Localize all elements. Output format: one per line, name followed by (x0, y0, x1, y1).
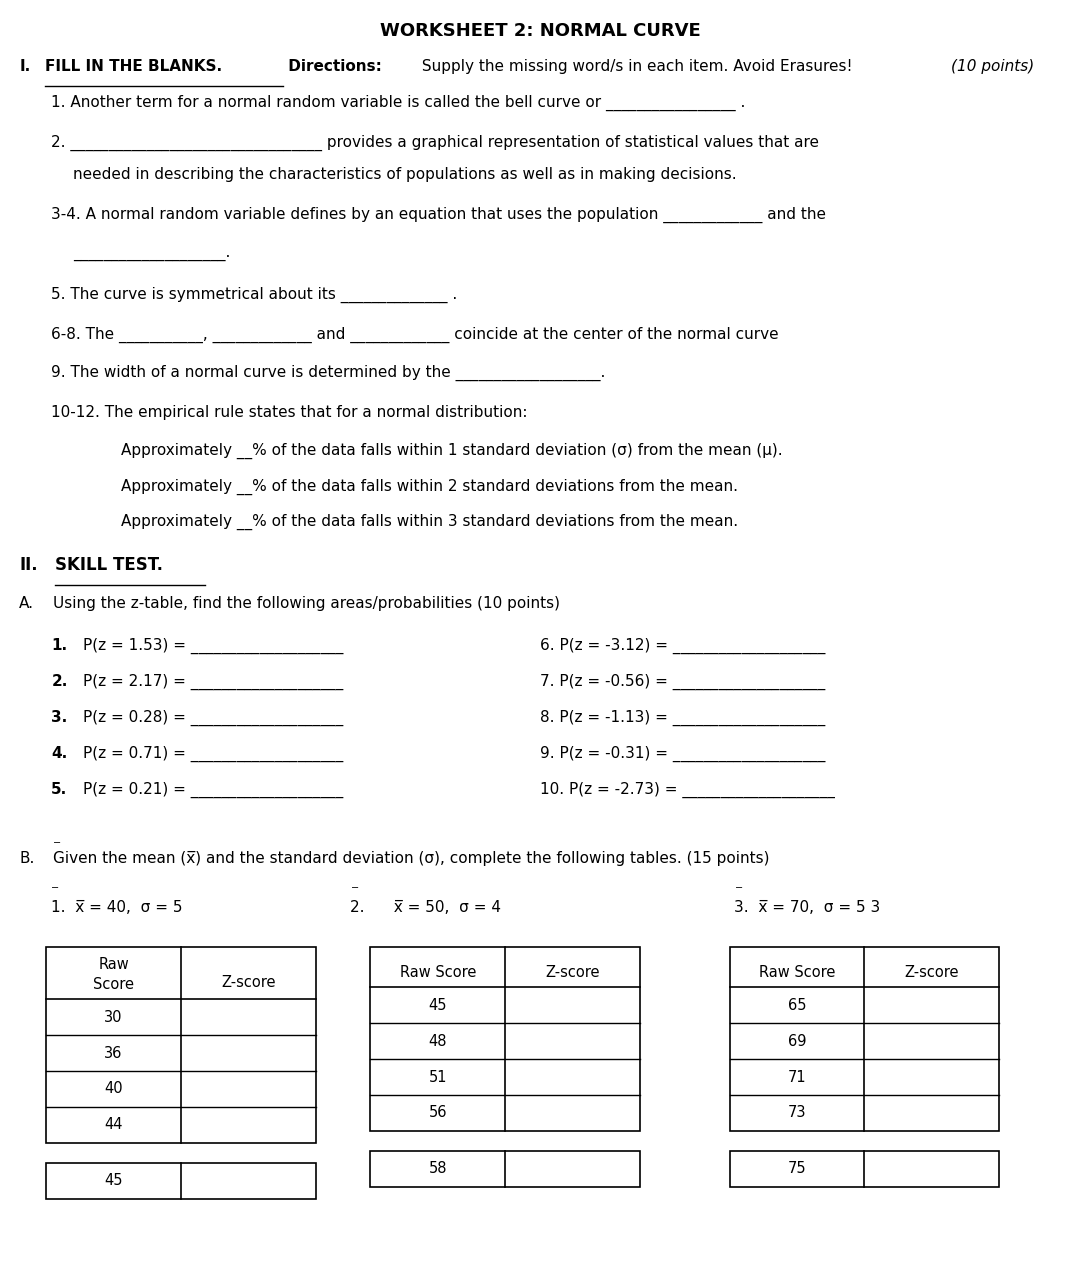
Text: 1. Another term for a normal random variable is called the bell curve or _______: 1. Another term for a normal random vari… (51, 95, 745, 111)
Bar (370, 947, 639, 1131)
Text: I.: I. (19, 60, 30, 75)
Text: −: − (734, 884, 743, 894)
Text: Directions:: Directions: (283, 60, 381, 75)
Text: Raw: Raw (98, 957, 129, 972)
Text: 69: 69 (787, 1033, 806, 1048)
Text: 10. P(z = -2.73) = ____________________: 10. P(z = -2.73) = ____________________ (540, 781, 835, 798)
Text: 3.: 3. (51, 710, 68, 725)
Text: 45: 45 (105, 1174, 123, 1189)
Text: 6. P(z = -3.12) = ____________________: 6. P(z = -3.12) = ____________________ (540, 638, 825, 655)
Text: P(z = 0.21) = ____________________: P(z = 0.21) = ____________________ (83, 781, 343, 798)
Text: needed in describing the characteristics of populations as well as in making dec: needed in describing the characteristics… (73, 167, 737, 182)
Text: Approximately __% of the data falls within 1 standard deviation (σ) from the mea: Approximately __% of the data falls with… (121, 442, 783, 458)
Text: 30: 30 (105, 1010, 123, 1024)
Text: (10 points): (10 points) (951, 60, 1035, 75)
Text: 9. P(z = -0.31) = ____________________: 9. P(z = -0.31) = ____________________ (540, 746, 825, 762)
Text: P(z = 2.17) = ____________________: P(z = 2.17) = ____________________ (83, 674, 343, 690)
Bar (46, 1163, 315, 1199)
Text: 6-8. The ___________, _____________ and _____________ coincide at the center of : 6-8. The ___________, _____________ and … (51, 327, 779, 343)
Text: 3.  x̅ = 70,  σ = 5 3: 3. x̅ = 70, σ = 5 3 (734, 900, 881, 915)
Text: 10-12. The empirical rule states that for a normal distribution:: 10-12. The empirical rule states that fo… (51, 405, 528, 419)
Text: Using the z-table, find the following areas/probabilities (10 points): Using the z-table, find the following ar… (53, 596, 561, 611)
Text: II.: II. (19, 556, 38, 575)
Text: Raw Score: Raw Score (400, 965, 476, 980)
Bar (729, 1151, 999, 1186)
Text: Z-score: Z-score (904, 965, 959, 980)
Text: 2. _________________________________ provides a graphical representation of stat: 2. _________________________________ pro… (51, 135, 820, 152)
Text: Score: Score (93, 977, 134, 993)
Text: 48: 48 (429, 1033, 447, 1048)
Text: 5.: 5. (51, 781, 68, 796)
Text: 5. The curve is symmetrical about its ______________ .: 5. The curve is symmetrical about its __… (51, 287, 458, 303)
Text: Z-score: Z-score (221, 975, 275, 990)
Text: 4.: 4. (51, 746, 68, 761)
Text: SKILL TEST.: SKILL TEST. (55, 556, 163, 575)
Bar (370, 1151, 639, 1186)
Text: Supply the missing word/s in each item. Avoid Erasures!: Supply the missing word/s in each item. … (417, 60, 858, 75)
Text: A.: A. (19, 596, 35, 611)
Text: Approximately __% of the data falls within 2 standard deviations from the mean.: Approximately __% of the data falls with… (121, 479, 738, 495)
Text: −: − (351, 884, 359, 894)
Text: ____________________.: ____________________. (73, 247, 230, 262)
Text: 44: 44 (105, 1118, 123, 1132)
Text: 1.: 1. (51, 638, 67, 653)
Text: Approximately __% of the data falls within 3 standard deviations from the mean.: Approximately __% of the data falls with… (121, 514, 739, 530)
Text: P(z = 1.53) = ____________________: P(z = 1.53) = ____________________ (83, 638, 343, 655)
Text: 8. P(z = -1.13) = ____________________: 8. P(z = -1.13) = ____________________ (540, 710, 825, 725)
Text: FILL IN THE BLANKS.: FILL IN THE BLANKS. (45, 60, 222, 75)
Text: 73: 73 (787, 1105, 806, 1120)
Text: Given the mean (x̅) and the standard deviation (σ), complete the following table: Given the mean (x̅) and the standard dev… (53, 851, 770, 866)
Text: 3-4. A normal random variable defines by an equation that uses the population __: 3-4. A normal random variable defines by… (51, 206, 826, 223)
Text: B.: B. (19, 851, 35, 866)
Text: −: − (51, 884, 59, 894)
Text: 2.      x̅ = 50,  σ = 4: 2. x̅ = 50, σ = 4 (351, 900, 501, 915)
Text: 75: 75 (787, 1161, 806, 1176)
Text: 9. The width of a normal curve is determined by the ___________________.: 9. The width of a normal curve is determ… (51, 365, 606, 381)
Text: 65: 65 (787, 998, 806, 1013)
Text: 45: 45 (429, 998, 447, 1013)
Text: Raw Score: Raw Score (758, 965, 835, 980)
Text: 40: 40 (105, 1081, 123, 1096)
Text: −: − (53, 838, 62, 847)
Text: P(z = 0.71) = ____________________: P(z = 0.71) = ____________________ (83, 746, 343, 762)
Text: 36: 36 (105, 1046, 123, 1061)
Text: 58: 58 (429, 1161, 447, 1176)
Text: P(z = 0.28) = ____________________: P(z = 0.28) = ____________________ (83, 710, 343, 725)
Text: WORKSHEET 2: NORMAL CURVE: WORKSHEET 2: NORMAL CURVE (380, 23, 700, 41)
Text: 1.  x̅ = 40,  σ = 5: 1. x̅ = 40, σ = 5 (51, 900, 183, 915)
Text: 7. P(z = -0.56) = ____________________: 7. P(z = -0.56) = ____________________ (540, 674, 825, 690)
Text: 51: 51 (429, 1070, 447, 1085)
Text: 2.: 2. (51, 674, 68, 689)
Bar (46, 947, 315, 1143)
Text: 56: 56 (429, 1105, 447, 1120)
Text: 71: 71 (787, 1070, 806, 1085)
Text: Z-score: Z-score (545, 965, 599, 980)
Bar (729, 947, 999, 1131)
